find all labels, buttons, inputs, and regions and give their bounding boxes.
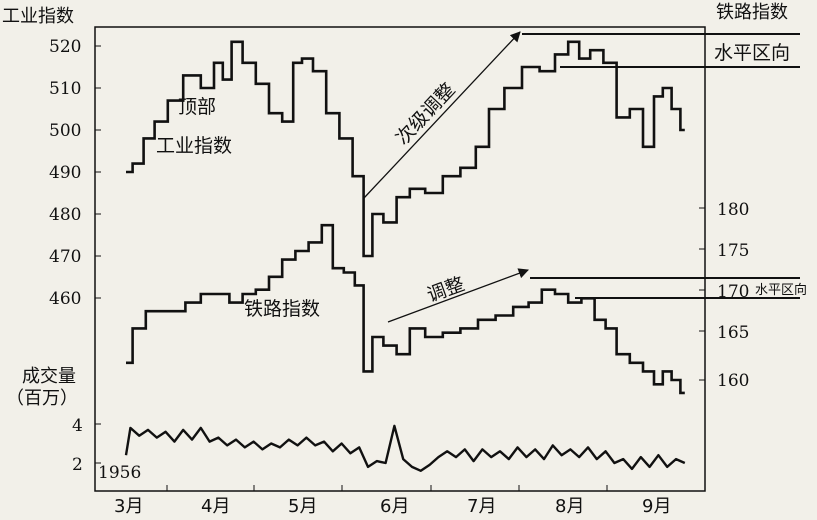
right-tick-label: 160 [717, 371, 749, 391]
volume-title-line1: 成交量 [22, 366, 76, 387]
right-axis: 180 175 170 165 160 [699, 200, 749, 391]
month-label: 3月 [114, 496, 143, 517]
left-tick-label: 480 [49, 205, 81, 225]
label-backdrop [754, 281, 814, 296]
right-tick-label: 180 [717, 200, 749, 220]
left-tick-label: 510 [49, 79, 81, 99]
volume-series-line [124, 424, 686, 472]
month-label: 8月 [555, 496, 584, 517]
month-label: 7月 [467, 496, 496, 517]
horizontal-zone-label-lower: 水平区向 [755, 282, 807, 298]
left-tick-label: 520 [49, 37, 81, 57]
plot-frame [94, 26, 706, 492]
horizontal-zone-label-upper: 水平区向 [714, 42, 790, 64]
right-tick-label: 165 [717, 323, 749, 343]
month-label: 6月 [380, 496, 409, 517]
left-tick-label: 460 [49, 289, 81, 309]
x-axis: 3月 4月 5月 6月 7月 8月 9月 [114, 485, 671, 517]
left-axis: 520 510 500 490 480 470 460 [49, 37, 101, 309]
top-label: 顶部 [178, 96, 216, 118]
volume-tick-label: 2 [72, 455, 83, 475]
industrial-index-label: 工业指数 [156, 135, 232, 157]
volume-title-line2: （百万） [6, 388, 78, 409]
month-label: 5月 [288, 496, 317, 517]
month-label: 9月 [642, 496, 671, 517]
right-tick-label: 175 [717, 241, 749, 261]
label-backdrop [712, 40, 804, 62]
year-label: 1956 [98, 463, 141, 483]
month-label: 4月 [201, 496, 230, 517]
rail-series-line [126, 223, 685, 395]
industrial-series-line [126, 40, 685, 258]
left-tick-label: 500 [49, 121, 81, 141]
secondary-correction-label: 次级调整 [392, 79, 460, 150]
correction-label: 调整 [424, 273, 467, 307]
volume-tick-label: 4 [72, 416, 83, 436]
secondary-correction-arrow [363, 31, 521, 199]
rail-index-label: 铁路指数 [244, 298, 320, 320]
left-axis-title: 工业指数 [2, 6, 74, 27]
left-tick-label: 470 [49, 247, 81, 267]
correction-arrow [387, 268, 529, 323]
right-axis-title: 铁路指数 [716, 2, 788, 23]
left-tick-label: 490 [49, 163, 81, 183]
